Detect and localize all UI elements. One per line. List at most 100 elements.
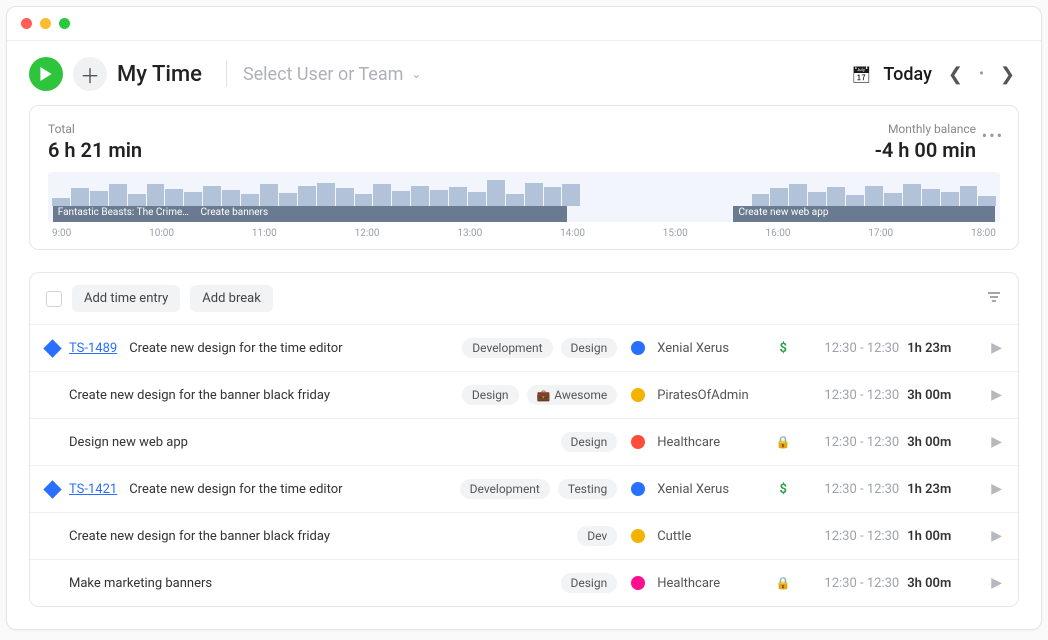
time-entries-card: Add time entry Add break TS-1489 Create n…: [29, 272, 1019, 607]
user-select-label: Select User or Team: [243, 64, 403, 85]
add-time-entry-button[interactable]: Add time entry: [72, 285, 180, 312]
date-navigator: 📅︎ Today ❮ • ❯: [851, 64, 1019, 85]
tag-pill[interactable]: Design: [462, 385, 519, 405]
time-range[interactable]: 12:30 - 12:30: [799, 529, 899, 544]
resume-button[interactable]: ▶: [991, 434, 1002, 450]
activity-bar: [827, 187, 845, 206]
start-timer-button[interactable]: [29, 57, 63, 91]
close-icon[interactable]: [21, 18, 32, 29]
activity-bar: [789, 184, 807, 206]
tag-pill[interactable]: Dev: [577, 526, 617, 546]
next-day-button[interactable]: ❯: [996, 64, 1019, 85]
activity-bar: [752, 194, 770, 206]
task-strip[interactable]: Fantastic Beasts: The Crimes...: [53, 206, 196, 222]
project-name[interactable]: PiratesOfAdmin: [657, 388, 767, 403]
time-range[interactable]: 12:30 - 12:30: [799, 576, 899, 591]
today-label[interactable]: Today: [883, 64, 932, 85]
activity-bar: [884, 193, 902, 206]
project-color-dot: [631, 435, 645, 449]
resume-button[interactable]: ▶: [991, 387, 1002, 403]
billable-icon: $: [775, 482, 791, 497]
project-name[interactable]: Xenial Xerus: [657, 482, 767, 497]
activity-bar: [525, 183, 543, 206]
activity-bar: [52, 198, 70, 206]
tag-pill[interactable]: Testing: [558, 479, 617, 499]
entry-title: Make marketing banners: [69, 576, 212, 591]
activity-bar: [392, 191, 410, 206]
filter-icon[interactable]: [986, 289, 1002, 308]
activity-bar: [222, 190, 240, 206]
add-break-button[interactable]: Add break: [190, 285, 273, 312]
total-block: Total 6 h 21 min: [48, 122, 142, 162]
activity-bar: [355, 194, 373, 206]
activity-bar: [922, 189, 940, 206]
tag-pill[interactable]: Design: [561, 338, 618, 358]
time-entry-row[interactable]: Create new design for the banner black f…: [30, 372, 1018, 419]
time-range[interactable]: 12:30 - 12:30: [799, 388, 899, 403]
duration[interactable]: 1h 00m: [907, 529, 971, 544]
axis-tick: 18:00: [971, 228, 996, 239]
chevron-down-icon: ⌄: [411, 67, 421, 81]
select-all-checkbox[interactable]: [46, 291, 62, 307]
time-range[interactable]: 12:30 - 12:30: [799, 435, 899, 450]
activity-bar: [903, 184, 921, 206]
activity-bar: [147, 184, 165, 206]
activity-bar: [468, 192, 486, 206]
activity-bar: [71, 188, 89, 206]
time-entry-row[interactable]: Design new web appDesignHealthcare🔒12:30…: [30, 419, 1018, 466]
app-window: ＋ My Time Select User or Team ⌄ 📅︎ Today…: [6, 6, 1042, 630]
activity-bar: [941, 192, 959, 206]
summary-card: ••• Total 6 h 21 min Monthly balance -4 …: [29, 105, 1019, 250]
activity-bar: [165, 189, 183, 206]
time-entry-row[interactable]: Make marketing bannersDesignHealthcare🔒1…: [30, 560, 1018, 606]
duration[interactable]: 3h 00m: [907, 576, 971, 591]
duration[interactable]: 3h 00m: [907, 388, 971, 403]
prev-day-button[interactable]: ❮: [944, 64, 967, 85]
calendar-icon[interactable]: 📅︎: [851, 65, 871, 84]
time-entry-row[interactable]: TS-1421Create new design for the time ed…: [30, 466, 1018, 513]
awesome-tag[interactable]: 💼Awesome: [527, 385, 618, 405]
tag-pill[interactable]: Design: [561, 573, 618, 593]
time-entry-row[interactable]: TS-1489 Create new design for the time ed…: [30, 325, 1018, 372]
duration[interactable]: 1h 23m: [907, 482, 971, 497]
entry-title: Create new design for the banner black f…: [69, 529, 330, 544]
minimize-icon[interactable]: [40, 18, 51, 29]
ticket-link[interactable]: TS-1421: [69, 482, 117, 497]
user-team-selector[interactable]: Select User or Team ⌄: [243, 64, 422, 85]
ticket-link[interactable]: TS-1489: [69, 341, 117, 356]
entry-title: Create new design for the banner black f…: [69, 388, 330, 403]
resume-button[interactable]: ▶: [991, 481, 1002, 497]
time-entry-row[interactable]: Create new design for the banner black f…: [30, 513, 1018, 560]
duration[interactable]: 3h 00m: [907, 435, 971, 450]
project-name[interactable]: Xenial Xerus: [657, 341, 767, 356]
time-range[interactable]: 12:30 - 12:30: [799, 341, 899, 356]
task-strip[interactable]: Create banners: [196, 206, 567, 222]
project-name[interactable]: Cuttle: [657, 529, 767, 544]
tag-pill[interactable]: Development: [462, 338, 552, 358]
billable-icon: $: [775, 341, 791, 356]
project-color-dot: [631, 482, 645, 496]
time-range[interactable]: 12:30 - 12:30: [799, 482, 899, 497]
project-name[interactable]: Healthcare: [657, 576, 767, 591]
axis-tick: 15:00: [663, 228, 688, 239]
activity-bar: [373, 184, 391, 206]
divider: [226, 61, 227, 87]
date-dot: •: [979, 66, 984, 82]
resume-button[interactable]: ▶: [991, 575, 1002, 591]
entries-toolbar: Add time entry Add break: [30, 273, 1018, 325]
summary-more-button[interactable]: •••: [982, 126, 1004, 145]
resume-button[interactable]: ▶: [991, 528, 1002, 544]
task-strip[interactable]: Create new web app: [733, 206, 995, 222]
entry-title: Create new design for the time editor: [129, 341, 342, 356]
maximize-icon[interactable]: [59, 18, 70, 29]
resume-button[interactable]: ▶: [991, 340, 1002, 356]
duration[interactable]: 1h 23m: [907, 341, 971, 356]
activity-bar: [960, 186, 978, 206]
activity-bar: [241, 194, 259, 206]
total-value: 6 h 21 min: [48, 138, 142, 162]
project-color-dot: [631, 576, 645, 590]
project-name[interactable]: Healthcare: [657, 435, 767, 450]
tag-pill[interactable]: Development: [460, 479, 550, 499]
add-button[interactable]: ＋: [73, 57, 107, 91]
tag-pill[interactable]: Design: [561, 432, 618, 452]
